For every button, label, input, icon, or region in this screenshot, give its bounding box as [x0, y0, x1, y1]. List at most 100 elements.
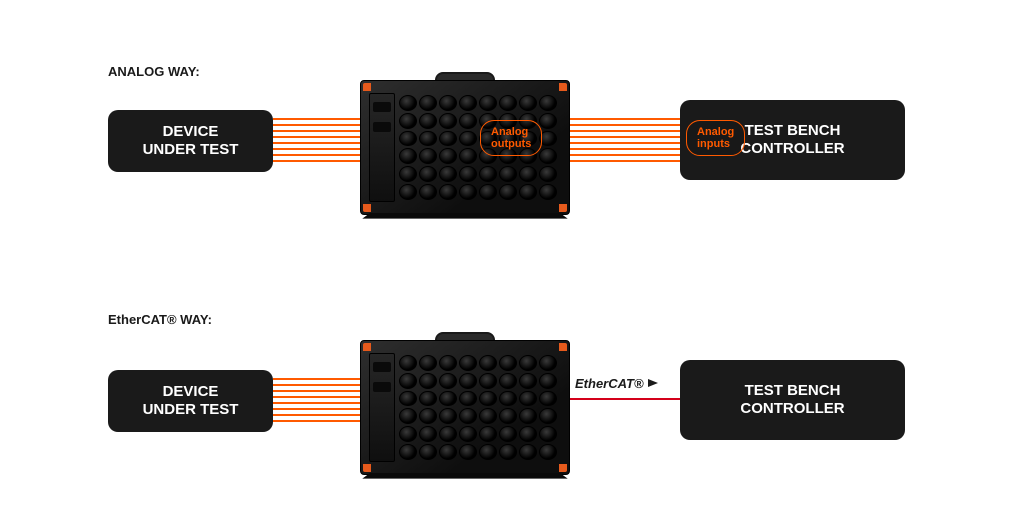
device-port-icon	[459, 95, 477, 111]
device-port-icon	[499, 373, 517, 389]
analog-inputs-callout: Analog inputs	[686, 120, 745, 156]
daq-device	[360, 340, 570, 475]
device-port-icon	[499, 95, 517, 111]
device-port-icon	[439, 148, 457, 164]
device-port-icon	[539, 408, 557, 424]
device-port-icon	[439, 426, 457, 442]
device-port-icon	[399, 166, 417, 182]
device-port-icon	[399, 113, 417, 129]
callout-line: Analog	[491, 126, 528, 138]
device-port-icon	[539, 426, 557, 442]
device-under-test-box: DEVICE UNDER TEST	[108, 370, 273, 432]
ethercat-section-label: EtherCAT® WAY:	[108, 312, 212, 327]
device-port-icon	[399, 148, 417, 164]
device-port-icon	[399, 184, 417, 200]
device-port-icon	[539, 391, 557, 407]
ethercat-section: EtherCAT® WAY: EtherCAT® DEVICE UNDER TE…	[0, 260, 1024, 520]
test-bench-controller-box: TEST BENCH CONTROLLER	[680, 360, 905, 440]
device-port-icon	[459, 148, 477, 164]
device-port-icon	[419, 373, 437, 389]
device-port-icon	[399, 444, 417, 460]
device-port-icon	[439, 113, 457, 129]
device-under-test-box: DEVICE UNDER TEST	[108, 110, 273, 172]
device-port-icon	[539, 113, 557, 129]
analog-cable	[273, 160, 360, 162]
device-port-icon	[499, 166, 517, 182]
analog-cable	[273, 384, 360, 386]
device-port-icon	[539, 444, 557, 460]
dut-line2: UNDER TEST	[143, 141, 239, 159]
controller-line1: TEST BENCH	[745, 122, 841, 140]
device-port-icon	[539, 373, 557, 389]
device-port-grid	[399, 355, 557, 460]
analog-cable	[570, 136, 680, 138]
corner-accent-icon	[363, 83, 371, 91]
device-port-icon	[539, 184, 557, 200]
device-port-icon	[419, 184, 437, 200]
analog-cable	[273, 130, 360, 132]
device-port-icon	[459, 131, 477, 147]
analog-outputs-callout: Analog outputs	[480, 120, 542, 156]
analog-cable	[273, 118, 360, 120]
device-port-icon	[519, 166, 537, 182]
device-port-icon	[459, 408, 477, 424]
dut-line2: UNDER TEST	[143, 401, 239, 419]
analog-cable	[273, 414, 360, 416]
device-port-icon	[399, 355, 417, 371]
device-port-icon	[499, 426, 517, 442]
device-port-icon	[499, 355, 517, 371]
device-port-icon	[399, 391, 417, 407]
device-port-icon	[439, 166, 457, 182]
analog-cable	[570, 124, 680, 126]
device-port-icon	[459, 184, 477, 200]
callout-line: inputs	[697, 138, 730, 150]
device-port-icon	[419, 391, 437, 407]
device-port-icon	[419, 444, 437, 460]
device-port-icon	[479, 408, 497, 424]
device-port-icon	[419, 113, 437, 129]
controller-line2: CONTROLLER	[740, 400, 844, 418]
device-port-icon	[419, 148, 437, 164]
device-foot	[362, 473, 567, 479]
device-port-icon	[519, 444, 537, 460]
device-port-icon	[519, 184, 537, 200]
analog-cable	[273, 378, 360, 380]
device-port-icon	[439, 355, 457, 371]
device-port-icon	[459, 113, 477, 129]
device-port-icon	[539, 95, 557, 111]
device-port-icon	[479, 355, 497, 371]
arrow-right-icon	[648, 379, 658, 387]
analog-cable	[570, 160, 680, 162]
callout-line: Analog	[697, 126, 734, 138]
analog-cable	[273, 408, 360, 410]
device-port-icon	[519, 408, 537, 424]
callout-line: outputs	[491, 138, 531, 150]
device-port-icon	[539, 148, 557, 164]
analog-cable	[273, 420, 360, 422]
device-port-icon	[539, 166, 557, 182]
device-port-icon	[419, 131, 437, 147]
device-port-icon	[519, 95, 537, 111]
analog-cable	[273, 390, 360, 392]
device-port-icon	[479, 166, 497, 182]
device-port-icon	[439, 391, 457, 407]
analog-section: ANALOG WAY: DEVICE UNDER TEST TEST BENCH…	[0, 0, 1024, 260]
corner-accent-icon	[363, 464, 371, 472]
device-side-panel	[369, 353, 395, 462]
ethercat-cable-label: EtherCAT®	[575, 376, 644, 391]
controller-line2: CONTROLLER	[740, 140, 844, 158]
analog-section-label: ANALOG WAY:	[108, 64, 200, 79]
analog-cable	[273, 396, 360, 398]
analog-cable	[273, 148, 360, 150]
device-side-panel	[369, 93, 395, 202]
analog-cable	[570, 154, 680, 156]
device-port-icon	[439, 184, 457, 200]
analog-cable	[273, 136, 360, 138]
device-port-icon	[419, 166, 437, 182]
device-port-icon	[479, 373, 497, 389]
device-port-icon	[479, 426, 497, 442]
device-foot	[362, 213, 567, 219]
analog-cable	[570, 130, 680, 132]
device-port-icon	[459, 373, 477, 389]
corner-accent-icon	[559, 343, 567, 351]
